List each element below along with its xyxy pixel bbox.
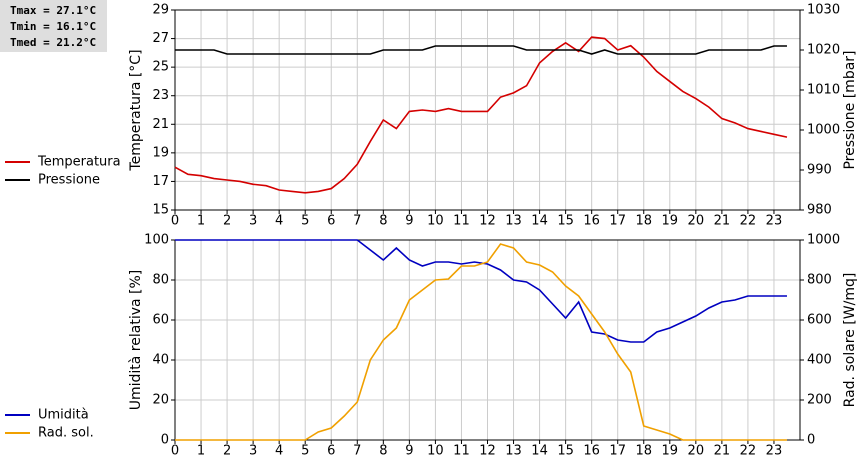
- x-tick-label: 12: [479, 214, 496, 229]
- x-tick-label: 12: [479, 444, 496, 459]
- x-tick-label: 22: [740, 214, 757, 229]
- x-tick-label: 11: [453, 214, 470, 229]
- x-tick-label: 0: [171, 214, 179, 229]
- y2-tick-label: 200: [807, 393, 832, 408]
- y2-tick-label: 600: [807, 313, 832, 328]
- x-tick-label: 4: [275, 444, 283, 459]
- x-tick-label: 13: [505, 444, 522, 459]
- x-tick-label: 9: [405, 444, 413, 459]
- x-tick-label: 7: [353, 214, 361, 229]
- info-box: [0, 0, 107, 52]
- x-tick-label: 14: [531, 214, 548, 229]
- x-tick-label: 14: [531, 444, 548, 459]
- x-tick-label: 8: [379, 444, 387, 459]
- series-line: [175, 239, 787, 343]
- x-tick-label: 2: [223, 214, 231, 229]
- x-tick-label: 10: [427, 214, 444, 229]
- y-tick-label: 15: [152, 203, 169, 218]
- x-tick-label: 23: [766, 214, 783, 229]
- y-axis-title: Temperatura [°C]: [128, 49, 144, 171]
- x-tick-label: 5: [301, 214, 309, 229]
- x-tick-label: 15: [557, 444, 574, 459]
- y-tick-label: 19: [152, 145, 169, 160]
- x-tick-label: 20: [688, 444, 705, 459]
- x-tick-label: 16: [583, 214, 600, 229]
- x-tick-label: 4: [275, 214, 283, 229]
- x-tick-label: 3: [249, 444, 257, 459]
- x-tick-label: 6: [327, 444, 335, 459]
- series-line: [175, 243, 787, 441]
- x-tick-label: 22: [740, 444, 757, 459]
- y2-tick-label: 1000: [807, 233, 840, 248]
- y2-tick-label: 1010: [807, 83, 840, 98]
- tmed: Tmed = 21.2°C: [10, 36, 96, 49]
- x-tick-label: 9: [405, 214, 413, 229]
- y-tick-label: 0: [161, 433, 169, 448]
- x-tick-label: 21: [714, 214, 731, 229]
- x-tick-label: 18: [635, 214, 652, 229]
- y-tick-label: 20: [152, 393, 169, 408]
- tmax: Tmax = 27.1°C: [10, 4, 96, 17]
- y-tick-label: 25: [152, 60, 169, 75]
- x-tick-label: 18: [635, 444, 652, 459]
- series-line: [175, 45, 787, 55]
- x-tick-label: 20: [688, 214, 705, 229]
- x-tick-label: 21: [714, 444, 731, 459]
- y-tick-label: 23: [152, 88, 169, 103]
- y2-tick-label: 1020: [807, 43, 840, 58]
- x-tick-label: 1: [197, 214, 205, 229]
- x-tick-label: 19: [662, 444, 679, 459]
- legend-label: Temperatura: [37, 155, 121, 170]
- y2-tick-label: 1030: [807, 3, 840, 18]
- legend-label: Umidità: [38, 408, 89, 423]
- y2-tick-label: 400: [807, 353, 832, 368]
- y2-tick-label: 990: [807, 163, 832, 178]
- x-tick-label: 7: [353, 444, 361, 459]
- y-tick-label: 80: [152, 273, 169, 288]
- x-tick-label: 0: [171, 444, 179, 459]
- x-tick-label: 23: [766, 444, 783, 459]
- x-tick-label: 5: [301, 444, 309, 459]
- y-tick-label: 27: [152, 31, 169, 46]
- x-tick-label: 2: [223, 444, 231, 459]
- legend-label: Rad. sol.: [38, 426, 94, 441]
- y2-tick-label: 980: [807, 203, 832, 218]
- x-tick-label: 1: [197, 444, 205, 459]
- y2-axis-title: Rad. solare [W/mq]: [842, 273, 858, 408]
- y-tick-label: 29: [152, 3, 169, 18]
- x-tick-label: 17: [609, 214, 626, 229]
- series-line: [174, 36, 788, 194]
- x-tick-label: 10: [427, 444, 444, 459]
- x-tick-label: 17: [609, 444, 626, 459]
- y2-tick-label: 0: [807, 433, 815, 448]
- x-tick-label: 15: [557, 214, 574, 229]
- y-tick-label: 100: [144, 233, 169, 248]
- x-tick-label: 8: [379, 214, 387, 229]
- y2-tick-label: 1000: [807, 123, 840, 138]
- x-tick-label: 16: [583, 444, 600, 459]
- y-tick-label: 17: [152, 174, 169, 189]
- y-tick-label: 40: [152, 353, 169, 368]
- y2-tick-label: 800: [807, 273, 832, 288]
- x-tick-label: 13: [505, 214, 522, 229]
- x-tick-label: 3: [249, 214, 257, 229]
- x-tick-label: 6: [327, 214, 335, 229]
- y-axis-title: Umidità relativa [%]: [128, 270, 144, 411]
- plot-frame: [174, 9, 801, 211]
- x-tick-label: 11: [453, 444, 470, 459]
- tmin: Tmin = 16.1°C: [10, 20, 96, 33]
- y-tick-label: 60: [152, 313, 169, 328]
- x-tick-label: 19: [662, 214, 679, 229]
- y-tick-label: 21: [152, 117, 169, 132]
- legend-label: Pressione: [38, 173, 100, 188]
- plot-frame: [174, 239, 801, 441]
- y2-axis-title: Pressione [mbar]: [842, 50, 858, 169]
